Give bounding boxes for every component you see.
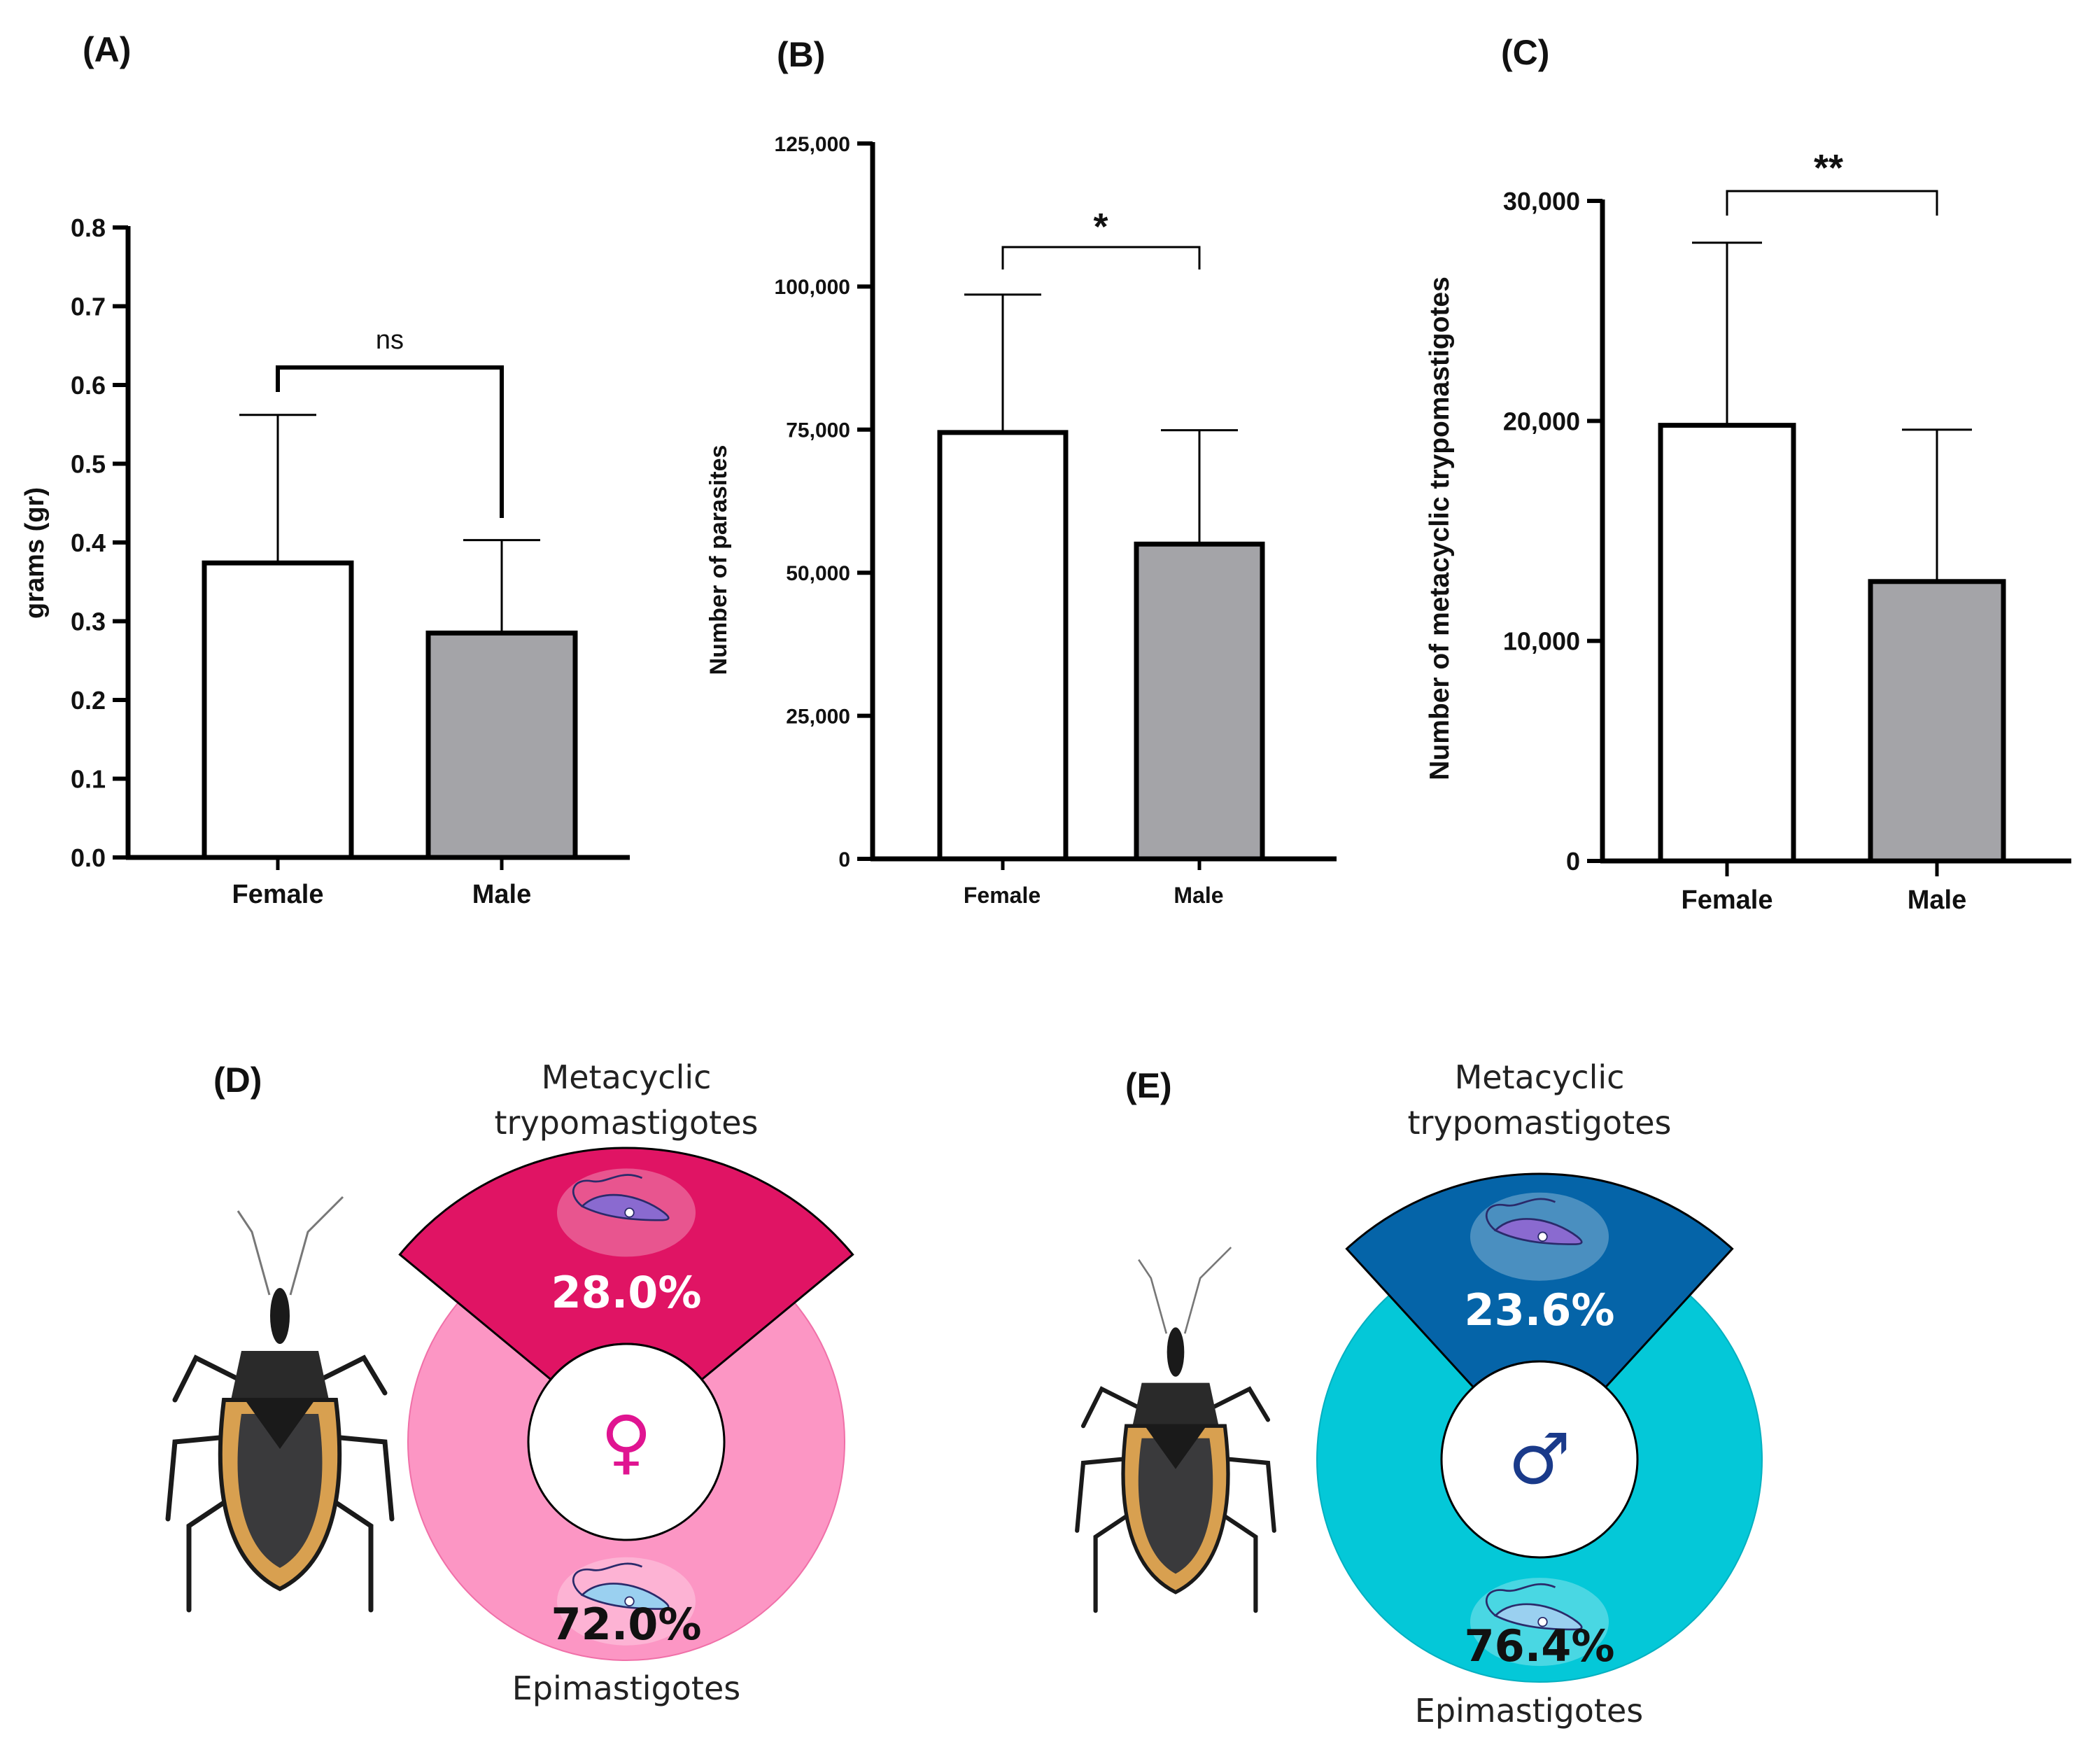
- chart-b-bar-female: [937, 430, 1069, 862]
- chart-b-cat-male: Male: [1174, 883, 1223, 908]
- panel-label-d: (D): [213, 1060, 262, 1100]
- chart-a-ytick-label: 0.0: [71, 843, 106, 872]
- donut-d-title-line2: trypomastigotes: [495, 1104, 759, 1142]
- donut-d-center: [527, 1343, 726, 1541]
- chart-a-ytick-label: 0.4: [71, 528, 106, 557]
- chart-a-cat-female: Female: [232, 880, 324, 909]
- chart-b-ytick-label: 100,000: [775, 276, 850, 299]
- chart-c: 0 10,000 20,000 30,000: [1503, 187, 2071, 876]
- chart-a-ytick-label: 0.3: [71, 607, 106, 636]
- kissing-bug-female-image: [165, 1196, 395, 1613]
- chart-b-ylabel: Number of parasites: [705, 445, 732, 675]
- donut-e-center: [1440, 1360, 1639, 1559]
- chart-c-significance-bracket: [1726, 190, 1938, 216]
- chart-c-ylabel: Number of metacyclic trypomastigotes: [1425, 276, 1455, 780]
- chart-a: 0.0 0.1 0.2 0.3 0.4 0.5 0.6 0.7 0.8: [71, 213, 630, 872]
- chart-b-ytick-label: 50,000: [786, 562, 850, 585]
- chart-b-ytick-label: 0: [838, 848, 850, 871]
- chart-c-cat-male: Male: [1908, 885, 1966, 915]
- donut-d-trypomastigote-icon: [557, 1168, 696, 1257]
- donut-e-epimastigote-icon: [1470, 1578, 1609, 1667]
- chart-b-ytick-label: 125,000: [775, 133, 850, 156]
- chart-b-cat-female: Female: [964, 883, 1041, 908]
- donut-d-pct-metacyclic: 28.0%: [551, 1267, 701, 1318]
- donut-e-pct-epimastigotes: 76.4%: [1464, 1620, 1614, 1672]
- chart-a-ytick-label: 0.1: [71, 764, 106, 793]
- donut-e-bottom-label: Epimastigotes: [1415, 1692, 1643, 1730]
- chart-a-bar-male: [425, 630, 578, 860]
- donut-e: ♂ 23.6% 76.4%: [1316, 1172, 1763, 1683]
- chart-b-bar-male: [1134, 541, 1265, 862]
- donut-d: ♀ 28.0% 72.0%: [398, 1147, 854, 1661]
- donut-d-bottom-label: Epimastigotes: [512, 1669, 740, 1707]
- chart-b-significance: *: [1093, 206, 1108, 248]
- chart-a-ytick-label: 0.5: [71, 449, 106, 478]
- panel-label-a: (A): [83, 30, 131, 69]
- chart-a-significance-bracket: [276, 365, 504, 518]
- donut-e-title-line1: Metacyclic: [1455, 1058, 1625, 1096]
- donut-e-trypomastigote-icon: [1470, 1192, 1609, 1281]
- chart-c-bar-male: [1868, 579, 2006, 864]
- chart-b-ytick-label: 25,000: [786, 705, 850, 728]
- donut-e-sex-symbol: ♂: [1508, 1418, 1571, 1500]
- kissing-bug-male-image: [1075, 1247, 1276, 1613]
- chart-c-bar-female: [1658, 423, 1796, 864]
- donut-d-title-line1: Metacyclic: [542, 1058, 712, 1096]
- donut-e-pct-metacyclic: 23.6%: [1464, 1284, 1614, 1336]
- donut-d-sex-symbol: ♀: [600, 1401, 651, 1483]
- donut-d-epimastigote-icon: [557, 1557, 696, 1646]
- chart-a-ytick-label: 0.8: [71, 213, 106, 242]
- chart-b-ytick-label: 75,000: [786, 419, 850, 442]
- chart-b: 0 25,000 50,000 75,000 100,000 125,000: [775, 133, 1337, 871]
- chart-a-ytick-label: 0.7: [71, 292, 106, 321]
- panel-label-b: (B): [777, 35, 825, 74]
- chart-a-significance: ns: [376, 325, 404, 355]
- chart-a-cat-male: Male: [472, 880, 531, 909]
- panel-label-e: (E): [1125, 1066, 1172, 1105]
- donut-d-pct-epimastigotes: 72.0%: [551, 1599, 701, 1650]
- chart-c-ytick-label: 10,000: [1503, 627, 1580, 656]
- chart-a-ytick-label: 0.2: [71, 686, 106, 715]
- panel-label-c: (C): [1501, 33, 1549, 72]
- chart-c-ytick-label: 0: [1566, 847, 1580, 876]
- chart-a-ylabel: grams (gr): [20, 487, 50, 619]
- chart-a-bar-female: [202, 560, 354, 860]
- chart-c-cat-female: Female: [1682, 885, 1773, 915]
- chart-c-ytick-label: 30,000: [1503, 187, 1580, 216]
- chart-c-ytick-label: 20,000: [1503, 407, 1580, 435]
- chart-a-ytick-label: 0.6: [71, 371, 106, 400]
- chart-b-significance-bracket: [1001, 246, 1201, 269]
- chart-c-significance: **: [1814, 147, 1843, 189]
- donut-e-title-line2: trypomastigotes: [1408, 1104, 1672, 1142]
